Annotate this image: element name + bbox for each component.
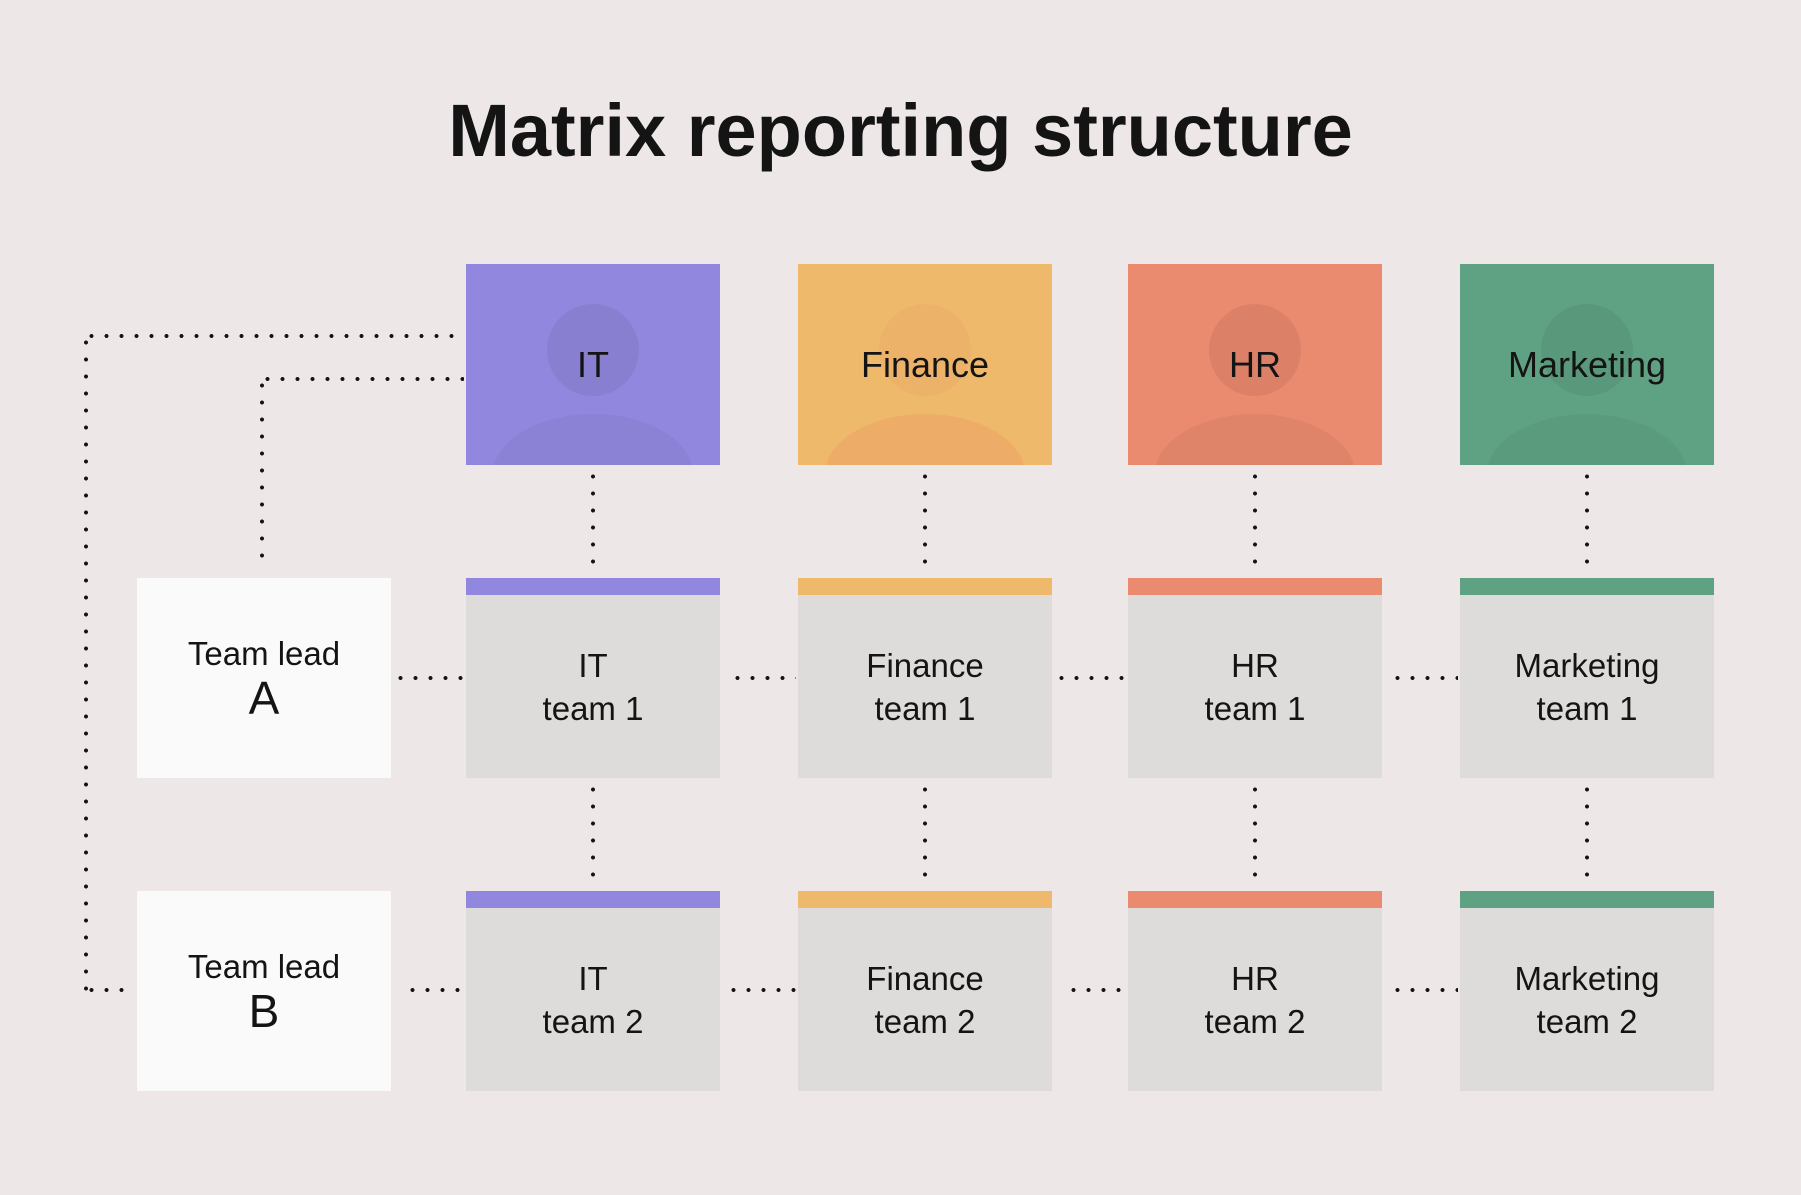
person-silhouette-body: [825, 414, 1025, 465]
department-finance: Finance: [798, 264, 1052, 465]
color-bar: [1460, 578, 1714, 595]
team-lead-letter: B: [248, 985, 280, 1037]
person-silhouette-icon: [547, 304, 639, 396]
team-lead-letter: A: [248, 672, 280, 724]
team-label: IT team 2: [543, 957, 644, 1043]
team-name: IT: [578, 959, 608, 997]
diagram-title: Matrix reporting structure: [448, 89, 1353, 172]
color-bar: [466, 891, 720, 908]
person-silhouette-body: [1155, 414, 1355, 465]
department-hr: HR: [1128, 264, 1382, 465]
team-name: Finance: [866, 959, 984, 997]
department-marketing: Marketing: [1460, 264, 1714, 465]
team-number: team 1: [874, 689, 976, 727]
team-label: Marketing team 2: [1515, 957, 1660, 1043]
color-bar: [798, 891, 1052, 908]
connector-finance-vertical-1: [923, 468, 927, 574]
team-label: HR team 1: [1205, 644, 1306, 730]
connector-row1-lead-it: [393, 676, 463, 680]
connector-row1-hr-marketing: [1390, 676, 1458, 680]
color-bar: [466, 578, 720, 595]
team-lead-label: Team lead: [187, 635, 341, 672]
color-bar: [1128, 578, 1382, 595]
connector-hr-vertical-2: [1253, 781, 1257, 887]
person-silhouette-body: [493, 414, 693, 465]
team-name: HR: [1231, 646, 1279, 684]
connector-row2-hr-marketing: [1390, 988, 1458, 992]
marketing-team-2: Marketing team 2: [1460, 891, 1714, 1091]
team-number: team 1: [1204, 689, 1306, 727]
team-number: team 2: [1204, 1002, 1306, 1040]
connector-row1-it-finance: [730, 676, 796, 680]
person-silhouette-icon: [1541, 304, 1633, 396]
finance-team-1: Finance team 1: [798, 578, 1052, 778]
team-name: IT: [578, 646, 608, 684]
connector-row2-lead-it: [405, 988, 465, 992]
connector-it-vertical-1: [591, 468, 595, 574]
person-silhouette-body: [1487, 414, 1687, 465]
connector-it-vertical-2: [591, 781, 595, 887]
team-name: Finance: [866, 646, 984, 684]
team-label: Finance team 2: [866, 957, 983, 1043]
connector-lead-a-to-it-header: [260, 377, 464, 381]
connector-marketing-vertical-2: [1585, 781, 1589, 887]
team-name: Marketing: [1514, 646, 1660, 684]
department-label: Marketing: [1507, 343, 1667, 385]
team-number: team 2: [874, 1002, 976, 1040]
connector-lead-a-vertical: [260, 377, 264, 567]
team-label: Finance team 1: [866, 644, 983, 730]
connector-lead-b-left: [84, 988, 134, 992]
person-silhouette-icon: [1209, 304, 1301, 396]
team-name: Marketing: [1514, 959, 1660, 997]
hr-team-1: HR team 1: [1128, 578, 1382, 778]
connector-lead-b-vertical: [84, 334, 88, 994]
team-label: HR team 2: [1205, 957, 1306, 1043]
team-label: Marketing team 1: [1515, 644, 1660, 730]
connector-row2-finance-hr: [1066, 988, 1126, 992]
department-label: HR: [1229, 343, 1281, 385]
connector-hr-vertical-1: [1253, 468, 1257, 574]
connector-marketing-vertical-1: [1585, 468, 1589, 574]
connector-finance-vertical-2: [923, 781, 927, 887]
marketing-team-1: Marketing team 1: [1460, 578, 1714, 778]
department-it: IT: [466, 264, 720, 465]
finance-team-2: Finance team 2: [798, 891, 1052, 1091]
department-label: Finance: [860, 343, 990, 385]
connector-lead-b-to-it-header: [84, 334, 464, 338]
team-lead-label: Team lead: [187, 948, 341, 985]
it-team-2: IT team 2: [466, 891, 720, 1091]
color-bar: [1128, 891, 1382, 908]
team-name: HR: [1231, 959, 1279, 997]
connector-row2-it-finance: [726, 988, 796, 992]
team-label: IT team 1: [543, 644, 644, 730]
team-number: team 1: [542, 689, 644, 727]
color-bar: [798, 578, 1052, 595]
person-silhouette-icon: [879, 304, 971, 396]
it-team-1: IT team 1: [466, 578, 720, 778]
team-number: team 2: [1536, 1002, 1638, 1040]
color-bar: [1460, 891, 1714, 908]
hr-team-2: HR team 2: [1128, 891, 1382, 1091]
team-lead-b: Team lead B: [137, 891, 391, 1091]
team-number: team 2: [542, 1002, 644, 1040]
department-label: IT: [577, 343, 609, 385]
team-number: team 1: [1536, 689, 1638, 727]
team-lead-a: Team lead A: [137, 578, 391, 778]
connector-row1-finance-hr: [1054, 676, 1126, 680]
